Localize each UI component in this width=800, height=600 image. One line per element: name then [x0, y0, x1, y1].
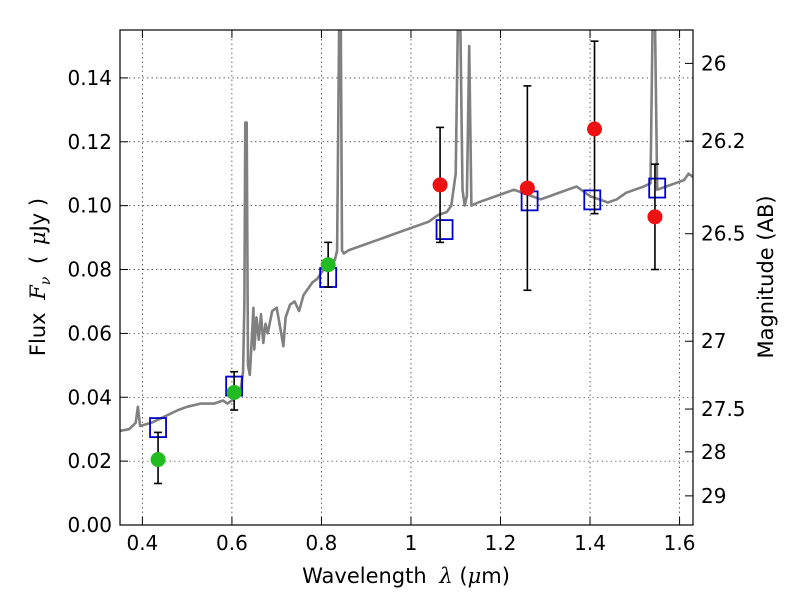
plot-frame — [119, 29, 694, 526]
sed-spectrum-line — [120, 30, 693, 433]
x-tick-label: 1.6 — [664, 531, 696, 555]
y-tick-label: 0.04 — [67, 385, 112, 409]
y-tick-label: 0.14 — [67, 66, 112, 90]
detection-point — [320, 257, 336, 273]
y-tick-label: 0.12 — [67, 130, 112, 154]
grid — [120, 30, 693, 526]
x-tick-label: 0.6 — [216, 531, 248, 555]
mag-tick-label: 26.2 — [701, 129, 746, 153]
errorbar-layer — [154, 40, 659, 485]
x-axis-label: Wavelength λ (μm) — [302, 564, 510, 588]
model-box-layer — [149, 177, 667, 438]
y-axis-label: Flux Fν ( μJy ) — [26, 198, 55, 356]
x-tick-label: 1 — [405, 531, 418, 555]
tick-layer: 0.4 0.6 0.8 1 1.2 1.4 1.6 0.00 0.02 0.04 0.06 0.08 0… — [67, 30, 746, 555]
mag-tick-label: 27.5 — [701, 397, 746, 421]
mag-tick-label: 27 — [701, 329, 726, 353]
photometry-point — [587, 121, 603, 137]
model-box-marker — [583, 189, 602, 211]
photometry-point — [432, 177, 448, 193]
x-tick-label: 0.4 — [126, 531, 158, 555]
x-tick-label: 1.4 — [574, 531, 606, 555]
y-tick-label: 0.00 — [67, 513, 112, 537]
x-tick-label: 0.8 — [306, 531, 338, 555]
y-tick-label: 0.10 — [67, 194, 112, 218]
model-box-marker — [648, 177, 667, 199]
detection-point — [150, 452, 166, 468]
sed-layer — [120, 30, 693, 433]
y-tick-label: 0.08 — [67, 258, 112, 282]
photometry-point — [647, 209, 663, 225]
x-tick-label: 1.2 — [485, 531, 517, 555]
y-tick-label: 0.06 — [67, 321, 112, 345]
mag-tick-label: 26.5 — [701, 222, 746, 246]
mag-tick-label: 26 — [701, 51, 726, 75]
point-layer — [150, 121, 663, 468]
photometry-point — [519, 180, 535, 196]
right-axis-label: Magnitude (AB) — [754, 195, 778, 358]
mag-tick-label: 29 — [701, 484, 726, 508]
detection-point — [226, 384, 242, 400]
model-box-marker — [435, 219, 454, 240]
y-tick-label: 0.02 — [67, 449, 112, 473]
mag-tick-label: 28 — [701, 440, 726, 464]
